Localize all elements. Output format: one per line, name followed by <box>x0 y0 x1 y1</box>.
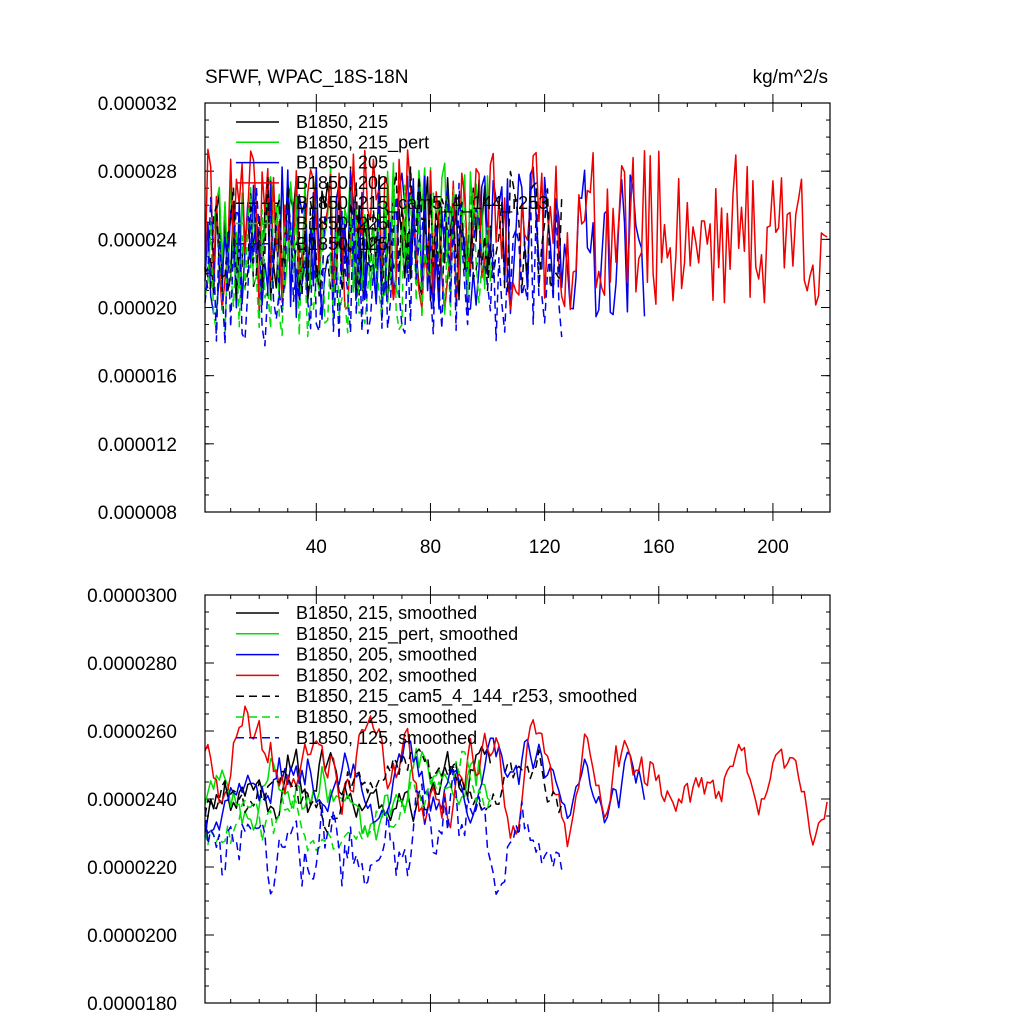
series-line-b1850-225-smoothed <box>204 750 492 852</box>
top-plot-frame <box>204 102 831 513</box>
y-tick-label: 0.000008 <box>98 503 177 524</box>
legend-label: B1850, 225 <box>296 214 388 234</box>
legend-label: B1850, 225, smoothed <box>296 707 477 727</box>
series-line-b1850-215-pert-smoothed <box>204 747 491 841</box>
series-line-b1850-215-cam5-4-144-r253-smoothed <box>204 748 563 834</box>
series-line-b1850-205-smoothed <box>204 737 646 834</box>
y-tick-label: 0.0000280 <box>87 654 177 675</box>
top-chart-panel: SFWF, WPAC_18S-18N kg/m^2/s 0.000008 0.00… <box>98 67 831 558</box>
legend-label: B1850, 125, smoothed <box>296 728 477 748</box>
y-tick-label: 0.000024 <box>98 230 178 251</box>
y-tick-label: 0.0000180 <box>87 994 177 1015</box>
y-tick-label: 0.000016 <box>98 367 177 388</box>
legend-label: B1850, 215 <box>296 112 388 132</box>
legend-label: B1850, 125 <box>296 234 388 254</box>
x-tick-label: 40 <box>306 537 327 558</box>
bottom-series-layer <box>204 705 828 895</box>
legend-label: B1850, 215_pert, smoothed <box>296 624 518 645</box>
y-tick-label: 0.0000260 <box>87 722 177 743</box>
y-tick-label: 0.0000220 <box>87 858 177 879</box>
legend-label: B1850, 202 <box>296 173 388 193</box>
legend-label: B1850, 205 <box>296 153 388 173</box>
x-tick-label: 200 <box>757 537 789 558</box>
y-tick-label: 0.000012 <box>98 435 177 456</box>
legend-label: B1850, 205, smoothed <box>296 645 477 665</box>
legend-label: B1850, 215, smoothed <box>296 603 477 623</box>
bottom-plot-frame <box>204 594 831 1004</box>
top-chart-units: kg/m^2/s <box>753 67 828 88</box>
y-tick-label: 0.0000300 <box>87 586 177 607</box>
series-line-b1850-125 <box>204 182 563 347</box>
y-tick-label: 0.0000240 <box>87 790 177 811</box>
series-line-b1850-125-smoothed <box>204 769 563 895</box>
legend-label: B1850, 215_cam5_4_144_r253, smoothed <box>296 686 637 707</box>
x-tick-label: 80 <box>420 537 441 558</box>
y-tick-label: 0.000020 <box>98 299 177 320</box>
series-line-b1850-202-smoothed <box>204 705 828 848</box>
bottom-chart-panel: 0.0000180 0.0000200 0.0000220 0.0000240 0.00… <box>87 586 831 1015</box>
y-tick-label: 0.000028 <box>98 162 177 183</box>
top-chart-title: SFWF, WPAC_18S-18N <box>205 67 408 88</box>
y-tick-label: 0.000032 <box>98 94 177 115</box>
legend-label: B1850, 215_pert <box>296 132 429 153</box>
y-tick-label: 0.0000200 <box>87 926 177 947</box>
bottom-x-axis <box>230 586 831 1012</box>
series-line-b1850-202 <box>204 148 828 313</box>
bottom-y-axis: 0.0000180 0.0000200 0.0000220 0.0000240 0.00… <box>87 586 830 1015</box>
x-tick-label: 120 <box>529 537 561 558</box>
x-tick-label: 160 <box>643 537 675 558</box>
legend-label: B1850, 202, smoothed <box>296 665 477 685</box>
top-series-layer <box>204 148 828 347</box>
legend-label: B1850, 215_cam5_4_144_r253 <box>296 193 548 214</box>
